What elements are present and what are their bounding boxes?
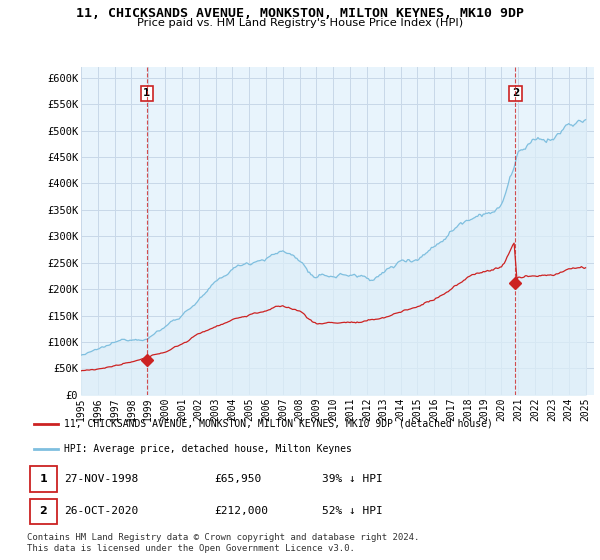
Text: HPI: Average price, detached house, Milton Keynes: HPI: Average price, detached house, Milt…	[64, 444, 352, 454]
Text: 26-OCT-2020: 26-OCT-2020	[64, 506, 138, 516]
Text: 1: 1	[143, 88, 151, 99]
Text: £212,000: £212,000	[214, 506, 268, 516]
Text: 52% ↓ HPI: 52% ↓ HPI	[322, 506, 383, 516]
Text: 39% ↓ HPI: 39% ↓ HPI	[322, 474, 383, 484]
Text: 11, CHICKSANDS AVENUE, MONKSTON, MILTON KEYNES, MK10 9DP: 11, CHICKSANDS AVENUE, MONKSTON, MILTON …	[76, 7, 524, 20]
Bar	[30, 499, 57, 524]
Text: 27-NOV-1998: 27-NOV-1998	[64, 474, 138, 484]
Text: Contains HM Land Registry data © Crown copyright and database right 2024.
This d: Contains HM Land Registry data © Crown c…	[27, 533, 419, 553]
Text: 2: 2	[40, 506, 47, 516]
Text: 11, CHICKSANDS AVENUE, MONKSTON, MILTON KEYNES, MK10 9DP (detached house): 11, CHICKSANDS AVENUE, MONKSTON, MILTON …	[64, 418, 493, 428]
Text: 2: 2	[512, 88, 519, 99]
Text: 1: 1	[40, 474, 47, 484]
Bar	[30, 466, 57, 492]
Text: Price paid vs. HM Land Registry's House Price Index (HPI): Price paid vs. HM Land Registry's House …	[137, 18, 463, 29]
Text: £65,950: £65,950	[214, 474, 262, 484]
